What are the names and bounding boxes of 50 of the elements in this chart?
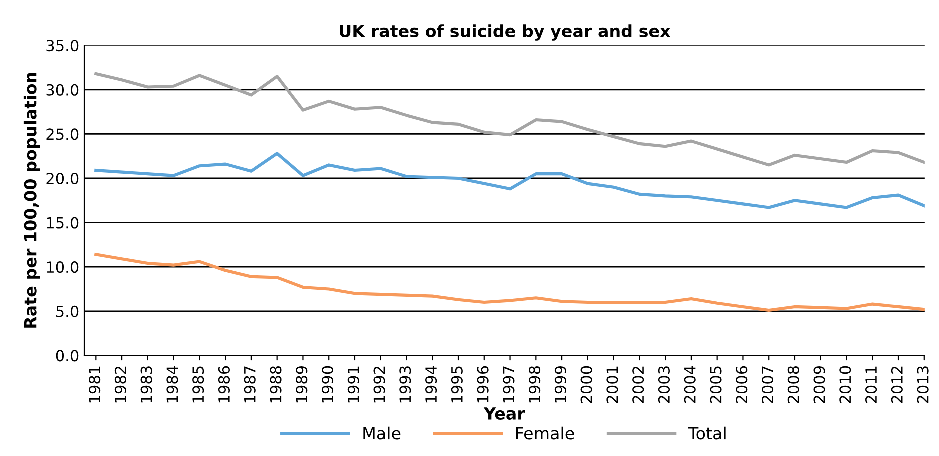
- x-tick-label: 1994: [426, 366, 438, 403]
- x-tick-label: 1988: [270, 366, 282, 403]
- x-tick-label: 2003: [658, 366, 670, 404]
- x-tick-label: 1999: [554, 366, 566, 403]
- x-tick-label: 1987: [244, 366, 256, 403]
- x-tick-label: 2008: [788, 366, 800, 404]
- y-tick-label: 10.0: [47, 262, 79, 274]
- x-tick-label: 2001: [606, 366, 618, 404]
- y-tick-label: 20.0: [46, 172, 79, 185]
- x-tick-label: 1982: [114, 366, 126, 403]
- x-tick-label: 2011: [866, 366, 878, 404]
- x-tick-label: 2002: [632, 366, 644, 404]
- x-tick-label: 2006: [736, 366, 748, 404]
- x-tick-label: 1997: [503, 366, 515, 403]
- x-tick-label: 1984: [166, 366, 178, 403]
- x-axis-title: Year: [484, 408, 526, 420]
- x-tick-label: 2009: [814, 366, 826, 404]
- line-series: [94, 253, 925, 312]
- x-tick-label: 1983: [140, 366, 152, 403]
- x-tick-label: 2012: [891, 366, 903, 404]
- y-tick-label: 25.0: [46, 128, 79, 140]
- y-tick-label: 5.0: [56, 306, 79, 318]
- x-tick-label: 1993: [400, 366, 412, 403]
- y-tick-label: 0.0: [56, 350, 79, 362]
- x-tick-label: 1998: [529, 366, 541, 403]
- x-tick-label: 1995: [451, 366, 463, 403]
- line-series: [94, 72, 925, 167]
- y-axis-title: Rate per 100,00 population: [24, 73, 40, 328]
- legend-label: Female: [516, 426, 574, 440]
- line-series: [94, 152, 925, 210]
- chart-title: UK rates of suicide by year and sex: [340, 24, 671, 41]
- y-tick-label: 35.0: [46, 40, 79, 52]
- x-tick-label: 1992: [374, 366, 386, 403]
- x-tick-label: 2000: [580, 366, 592, 404]
- x-tick-label: 2007: [762, 366, 774, 404]
- x-tick-label: 1981: [89, 366, 101, 403]
- legend-label: Male: [364, 426, 401, 440]
- legend-label: Total: [688, 426, 726, 440]
- x-tick-label: 1985: [192, 366, 204, 403]
- y-tick-label: 30.0: [46, 84, 79, 96]
- x-tick-label: 1986: [218, 366, 230, 403]
- x-tick-label: 2010: [840, 366, 852, 404]
- x-tick-label: 2004: [684, 366, 696, 404]
- y-tick-label: 15.0: [47, 217, 79, 229]
- x-tick-label: 1996: [477, 366, 489, 403]
- x-tick-label: 2005: [710, 366, 722, 404]
- x-tick-label: 1990: [322, 366, 334, 403]
- x-tick-label: 1989: [296, 366, 308, 403]
- x-tick-label: 1991: [348, 366, 360, 403]
- x-tick-label: 2013: [917, 366, 929, 404]
